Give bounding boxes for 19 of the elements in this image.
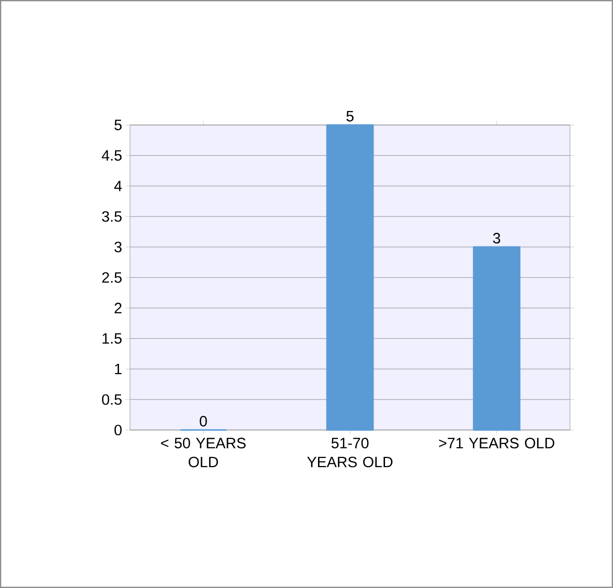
y-tick-label: 3 <box>114 242 122 252</box>
y-tick-label: 4.5 <box>102 150 122 161</box>
data-label: 0 <box>200 416 207 426</box>
y-tick-label: 1.5 <box>102 333 122 344</box>
data-label: 3 <box>493 232 500 244</box>
bar <box>326 124 374 431</box>
y-tick-label: 5 <box>114 120 122 130</box>
bar <box>472 246 520 431</box>
y-tick-label: 1 <box>115 364 122 374</box>
y-tick-label: 0.5 <box>102 394 122 405</box>
x-tick-label: >71 YEARS OLD <box>439 438 554 448</box>
y-tick-label: 2 <box>114 302 122 314</box>
data-label: 5 <box>346 111 354 122</box>
x-tick-label: 51-70 YEARS OLD <box>307 438 392 468</box>
y-tick-label: 3.5 <box>102 211 122 222</box>
y-tick-label: 4 <box>114 180 122 192</box>
y-tick-label: 2.5 <box>102 272 122 283</box>
x-tick-label: < 50 YEARS OLD <box>161 438 246 468</box>
y-tick-label: 0 <box>114 424 122 436</box>
